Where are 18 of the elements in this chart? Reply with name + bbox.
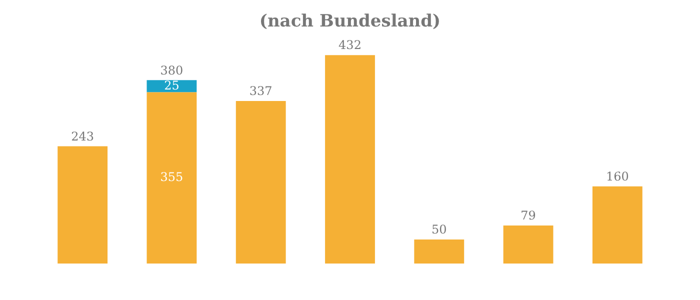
bar: [236, 100, 286, 264]
chart-title: (nach Bundesland): [259, 12, 441, 32]
bar: [146, 92, 197, 264]
bar: [325, 55, 375, 264]
total-label: 380: [160, 63, 184, 78]
bar: [592, 186, 642, 264]
total-label: 243: [71, 129, 94, 144]
data-label: 25: [164, 78, 180, 92]
bar: [414, 239, 464, 264]
bar: [503, 225, 554, 264]
total-label: 337: [249, 84, 272, 98]
data-label: 355: [160, 170, 184, 184]
total-label: 50: [432, 222, 447, 237]
total-label: 432: [338, 38, 362, 52]
bar: [58, 146, 108, 264]
bar: [146, 80, 197, 92]
total-label: 79: [520, 208, 536, 223]
total-label: 160: [606, 170, 629, 184]
